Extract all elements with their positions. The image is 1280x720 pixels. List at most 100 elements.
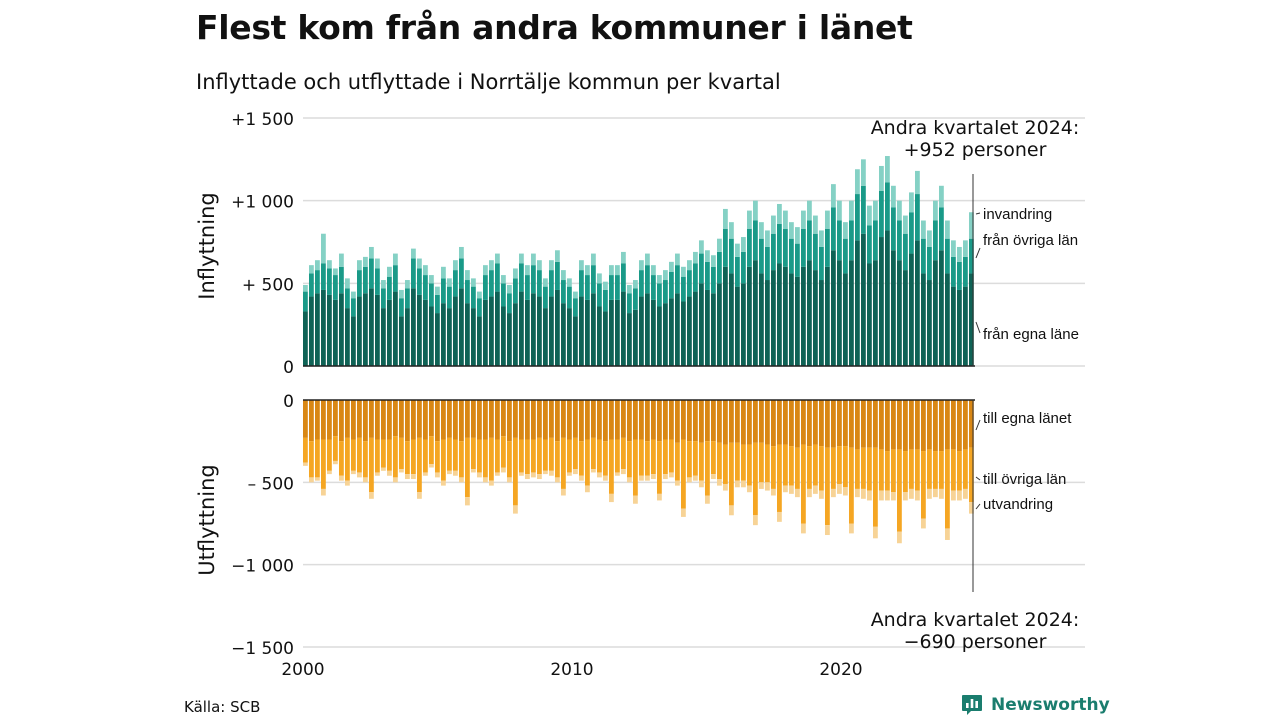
bar-invandring — [459, 246, 464, 259]
bar-invandring — [609, 265, 614, 276]
bar-till-egna-lanet — [567, 400, 572, 440]
bar-fran-ovriga-lan — [423, 275, 428, 300]
bar-till-ovriga-lan — [849, 447, 854, 524]
bar-invandring — [825, 210, 830, 229]
bar-utvandring — [537, 474, 542, 480]
bar-invandring — [543, 278, 548, 287]
bar-invandring — [351, 291, 356, 299]
bar-till-ovriga-lan — [519, 439, 524, 473]
bar-fran-egna-lanet — [561, 303, 566, 366]
bar-utvandring — [741, 480, 746, 488]
bar-utvandring — [813, 485, 818, 494]
bar-invandring — [927, 230, 932, 247]
bar-invandring — [411, 248, 416, 259]
bar-till-ovriga-lan — [837, 446, 842, 484]
bar-till-ovriga-lan — [921, 451, 926, 519]
bar-till-ovriga-lan — [927, 449, 932, 489]
ytick-label-utflyttning: −1 000 — [231, 557, 294, 577]
bar-till-ovriga-lan — [939, 451, 944, 489]
series-label-utvandring: utvandring — [983, 496, 1053, 513]
bar-till-ovriga-lan — [711, 441, 716, 475]
bar-invandring — [747, 210, 752, 229]
bar-invandring — [405, 280, 410, 289]
bar-utvandring — [609, 493, 614, 503]
bar-utvandring — [873, 526, 878, 539]
bar-till-egna-lanet — [891, 400, 896, 450]
bar-till-ovriga-lan — [735, 442, 740, 481]
bar-till-egna-lanet — [867, 400, 872, 448]
bar-fran-ovriga-lan — [891, 207, 896, 251]
bar-fran-ovriga-lan — [645, 265, 650, 294]
series-label-fran-ovriga-lan: från övriga län — [983, 232, 1078, 249]
bar-till-ovriga-lan — [621, 437, 626, 470]
bar-invandring — [507, 284, 512, 294]
bar-fran-egna-lanet — [771, 270, 776, 366]
bar-till-ovriga-lan — [351, 439, 356, 471]
bar-fran-egna-lanet — [687, 296, 692, 366]
bar-fran-egna-lanet — [705, 289, 710, 366]
bar-utvandring — [909, 488, 914, 499]
bar-till-egna-lanet — [411, 400, 416, 440]
bar-fran-egna-lanet — [675, 293, 680, 366]
bar-fran-ovriga-lan — [471, 286, 476, 309]
bar-till-ovriga-lan — [489, 437, 494, 481]
bar-fran-egna-lanet — [963, 286, 968, 366]
bar-fran-egna-lanet — [867, 263, 872, 366]
bar-till-ovriga-lan — [753, 442, 758, 516]
bar-fran-ovriga-lan — [411, 258, 416, 289]
bar-fran-ovriga-lan — [657, 283, 662, 307]
bar-invandring — [837, 200, 842, 221]
bar-fran-egna-lanet — [369, 288, 374, 366]
bar-fran-egna-lanet — [861, 233, 866, 366]
bar-till-egna-lanet — [777, 400, 782, 445]
annotations: Andra kvartalet 2024:+952 personerAndra … — [871, 117, 1080, 653]
bar-fran-egna-lanet — [453, 296, 458, 366]
bar-till-egna-lanet — [909, 400, 914, 450]
bar-invandring — [807, 200, 812, 221]
ylabel-inflyttning: Inflyttning — [195, 192, 219, 299]
bar-till-egna-lanet — [429, 400, 434, 437]
bar-fran-ovriga-lan — [651, 275, 656, 300]
bar-till-ovriga-lan — [567, 439, 572, 473]
bar-till-egna-lanet — [723, 400, 728, 445]
bar-invandring — [831, 184, 836, 208]
bar-utvandring — [843, 487, 848, 496]
bar-invandring — [849, 200, 854, 221]
bar-fran-ovriga-lan — [879, 190, 884, 238]
bar-till-egna-lanet — [399, 400, 404, 438]
bar-fran-egna-lanet — [741, 283, 746, 366]
bar-fran-egna-lanet — [351, 316, 356, 366]
bar-till-egna-lanet — [849, 400, 854, 448]
bar-invandring — [633, 280, 638, 289]
bar-fran-egna-lanet — [327, 294, 332, 366]
bar-utvandring — [957, 490, 962, 501]
bar-utvandring — [621, 469, 626, 475]
bar-till-ovriga-lan — [957, 451, 962, 491]
bar-utvandring — [525, 474, 530, 480]
bar-fran-ovriga-lan — [915, 194, 920, 241]
series-label-invandring-leader — [975, 212, 981, 215]
bar-fran-egna-lanet — [507, 313, 512, 366]
bar-till-ovriga-lan — [639, 439, 644, 476]
bar-fran-ovriga-lan — [687, 270, 692, 297]
bar-fran-egna-lanet — [411, 288, 416, 366]
bar-invandring — [363, 256, 368, 267]
bar-invandring — [369, 246, 374, 259]
bar-utvandring — [357, 472, 362, 478]
bar-fran-ovriga-lan — [615, 275, 620, 300]
bar-fran-ovriga-lan — [663, 280, 668, 304]
bar-till-egna-lanet — [705, 400, 710, 442]
bar-invandring — [843, 222, 848, 239]
source-note: Källa: SCB — [184, 698, 261, 716]
bar-utvandring — [489, 480, 494, 486]
series-label-till-ovriga-lan-leader — [975, 476, 981, 481]
bar-fran-egna-lanet — [345, 308, 350, 366]
bar-till-egna-lanet — [309, 400, 314, 442]
bar-till-ovriga-lan — [891, 449, 896, 493]
bar-invandring — [603, 281, 608, 290]
bar-fran-egna-lanet — [483, 299, 488, 366]
bar-fran-ovriga-lan — [321, 263, 326, 290]
bar-till-egna-lanet — [819, 400, 824, 447]
brand-logo[interactable]: Newsworthy — [960, 693, 1110, 717]
bar-fran-egna-lanet — [447, 308, 452, 366]
